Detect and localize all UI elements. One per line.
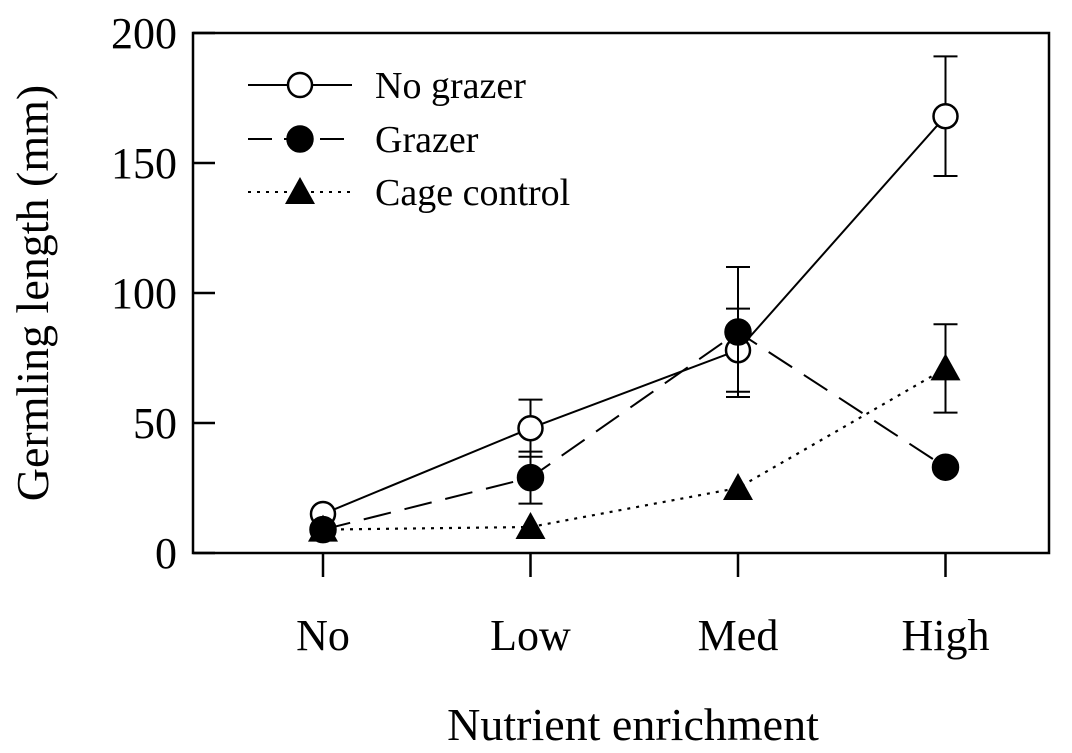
y-tick-label: 0 (155, 529, 177, 578)
plot-frame (191, 31, 1051, 555)
x-tick-label: No (296, 611, 350, 660)
series-cage-control (308, 323, 961, 542)
data-point (932, 102, 959, 130)
y-tick-label: 50 (133, 399, 177, 448)
data-point (308, 514, 338, 542)
legend-label: Grazer (375, 119, 479, 161)
legend: No grazer Grazer Cage control (248, 65, 570, 214)
data-point (515, 512, 546, 539)
data-point (724, 318, 752, 346)
legend-marker (286, 125, 314, 153)
y-tick-label: 200 (111, 9, 177, 58)
data-point (517, 414, 544, 442)
y-tick-label: 150 (111, 139, 177, 188)
x-tick-label: High (902, 611, 990, 660)
series-grazer (309, 266, 960, 544)
data-point (723, 473, 753, 500)
legend-label: Cage control (375, 172, 570, 214)
data-point (930, 353, 961, 381)
x-axis: No Low Med High (296, 553, 990, 660)
legend-label: No grazer (375, 65, 526, 107)
x-axis-title: Nutrient enrichment (447, 699, 819, 750)
series-layer (308, 55, 961, 544)
x-tick-label: Low (490, 611, 571, 660)
data-point (516, 463, 545, 492)
legend-marker (286, 71, 314, 99)
y-tick-label: 100 (111, 269, 177, 318)
legend-marker (285, 177, 315, 204)
x-tick-label: Med (698, 611, 779, 660)
series-line (322, 115, 947, 515)
series-line (322, 330, 947, 531)
y-axis-title: Germling length (mm) (7, 85, 58, 501)
data-point (931, 453, 960, 481)
y-axis: 0 50 100 150 200 (111, 9, 215, 578)
